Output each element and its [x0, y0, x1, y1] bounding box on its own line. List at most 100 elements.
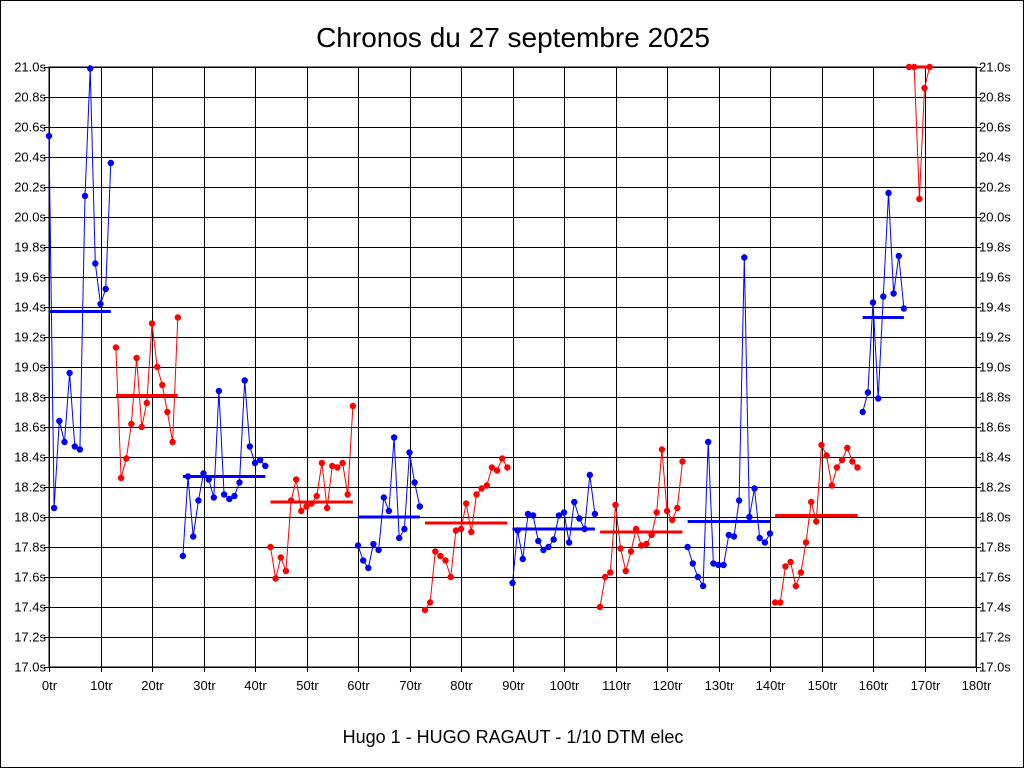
lap-point — [710, 560, 717, 567]
lap-point — [159, 381, 166, 389]
y-tick-label-left: 17.6s — [14, 570, 46, 585]
y-tick-label-right: 20.6s — [979, 120, 1011, 135]
lap-point — [380, 494, 387, 501]
x-tick-label: 100tr — [550, 678, 580, 693]
lap-point — [591, 510, 599, 518]
lap-point — [560, 509, 568, 516]
y-tick-label-left: 18.8s — [14, 390, 46, 405]
y-tick-label-left: 17.4s — [14, 600, 46, 615]
y-tick-label-left: 20.4s — [14, 150, 46, 165]
y-tick-label-left: 17.2s — [14, 630, 46, 645]
lap-point — [689, 560, 696, 567]
lap-point — [256, 456, 264, 464]
lap-point — [756, 534, 763, 542]
lap-point — [102, 285, 109, 293]
lap-point — [277, 554, 284, 561]
lap-point — [128, 420, 135, 428]
y-tick-label-left: 18.2s — [14, 480, 46, 495]
lap-point — [210, 494, 217, 501]
lap-point — [509, 579, 516, 587]
lap-point — [452, 527, 460, 534]
lap-point — [71, 443, 79, 450]
lap-point — [313, 492, 320, 500]
lap-point — [457, 525, 465, 533]
lap-time-line — [862, 192, 905, 413]
lap-point — [782, 563, 789, 570]
lap-point — [365, 564, 372, 572]
lap-point — [643, 540, 650, 548]
lap-point — [349, 402, 357, 410]
y-tick-label-right: 17.8s — [979, 540, 1011, 555]
lap-point — [684, 543, 691, 551]
y-tick-label-left: 20.8s — [14, 90, 46, 105]
lap-point — [550, 536, 557, 543]
lap-point — [385, 507, 393, 515]
lap-point — [890, 290, 897, 297]
lap-point — [154, 363, 161, 371]
lap-point — [61, 438, 68, 446]
lap-time-line — [270, 405, 354, 579]
lap-point — [864, 389, 872, 396]
y-tick-label-right: 17.6s — [979, 570, 1011, 585]
lap-point — [370, 540, 377, 548]
lap-point — [880, 293, 887, 300]
lap-point — [859, 408, 866, 416]
lap-point — [529, 512, 537, 519]
lap-point — [164, 408, 171, 416]
y-tick-label-left: 19.0s — [14, 360, 46, 375]
lap-point — [576, 515, 583, 522]
lap-point — [76, 446, 84, 453]
lap-point — [123, 455, 130, 462]
lap-point — [524, 510, 532, 518]
lap-point — [56, 417, 63, 425]
lap-point — [823, 452, 830, 459]
x-tick-label: 50tr — [296, 678, 319, 693]
lap-point — [396, 534, 403, 542]
lap-point — [401, 525, 408, 533]
y-tick-label-right: 17.2s — [979, 630, 1011, 645]
lap-point — [519, 555, 526, 563]
lap-point — [854, 464, 861, 471]
lap-point — [735, 497, 743, 504]
y-tick-label-right: 17.4s — [979, 600, 1011, 615]
lap-point — [148, 320, 156, 327]
y-tick-label-left: 19.8s — [14, 240, 46, 255]
x-tick-label: 130tr — [705, 678, 735, 693]
lap-point — [540, 546, 547, 554]
y-tick-label-left: 18.0s — [14, 510, 46, 525]
session-series-4 — [267, 402, 357, 582]
lap-point — [318, 459, 326, 467]
y-tick-label-right: 20.4s — [979, 150, 1011, 165]
session-series-9 — [684, 254, 774, 590]
x-tick-label: 0tr — [42, 678, 58, 693]
lap-point — [282, 567, 290, 575]
lap-point — [818, 441, 825, 449]
lap-point — [607, 569, 614, 576]
x-tick-label: 110tr — [602, 678, 631, 693]
y-tick-label-right: 18.4s — [979, 450, 1011, 465]
session-series-5 — [354, 434, 423, 572]
lap-time-line — [424, 457, 508, 611]
lap-point — [226, 495, 233, 503]
lap-point — [360, 557, 367, 564]
y-tick-label-right: 18.0s — [979, 510, 1011, 525]
lap-point — [200, 470, 207, 477]
y-tick-label-left: 19.4s — [14, 300, 46, 315]
lap-point — [555, 512, 563, 519]
lap-point — [205, 476, 212, 483]
x-tick-label: 60tr — [347, 678, 370, 693]
x-tick-label: 70tr — [399, 678, 422, 693]
y-tick-label-right: 20.8s — [979, 90, 1011, 105]
lap-point — [792, 582, 799, 590]
lap-point — [195, 497, 202, 504]
x-tick-label: 20tr — [141, 678, 164, 693]
lap-point — [107, 159, 115, 167]
lap-point — [926, 63, 933, 71]
lap-point — [669, 516, 676, 524]
lap-point — [334, 464, 341, 471]
x-tick-label: 180tr — [962, 678, 992, 693]
lap-point — [421, 606, 429, 614]
lap-point — [911, 63, 918, 71]
lap-point — [447, 573, 454, 581]
